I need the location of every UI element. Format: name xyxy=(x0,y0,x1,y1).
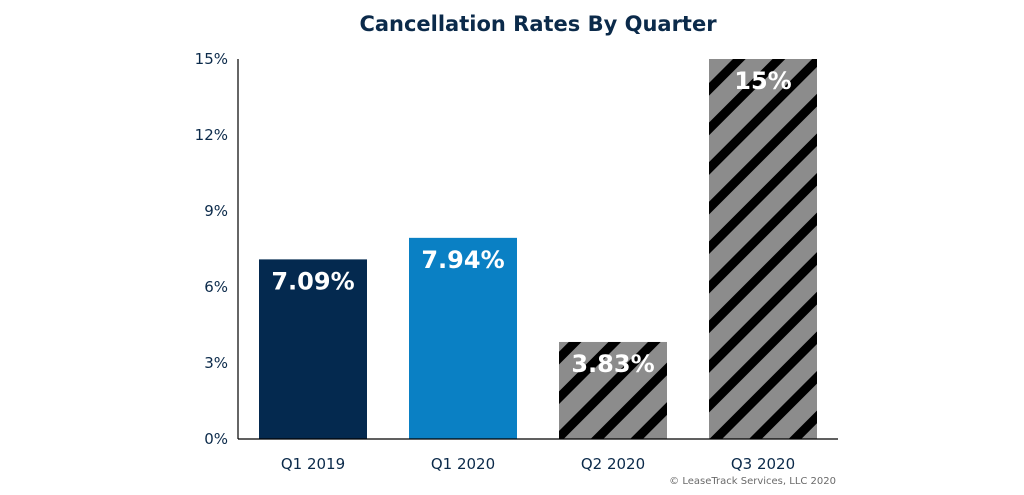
bar xyxy=(709,59,817,439)
y-tick-label: 15% xyxy=(195,50,228,68)
bar-value-label: 3.83% xyxy=(571,350,654,378)
y-tick-label: 3% xyxy=(204,354,228,372)
x-category-label: Q1 2020 xyxy=(431,455,495,473)
x-category-label: Q2 2020 xyxy=(581,455,645,473)
bar xyxy=(409,237,517,439)
bar xyxy=(559,341,667,439)
x-category-label: Q1 2019 xyxy=(281,455,345,473)
y-tick-label: 9% xyxy=(204,202,228,220)
y-tick-label: 6% xyxy=(204,278,228,296)
y-axis: 0% 3% 6% 9% 12% 15% xyxy=(195,50,239,448)
bar-value-label: 15% xyxy=(734,67,791,95)
chart-title: Cancellation Rates By Quarter xyxy=(359,12,717,36)
x-axis: Q1 2019 Q1 2020 Q2 2020 Q3 2020 xyxy=(238,438,838,473)
bar xyxy=(259,259,367,439)
y-tick-label: 12% xyxy=(195,126,228,144)
x-category-label: Q3 2020 xyxy=(731,455,795,473)
bar-value-label: 7.94% xyxy=(421,246,504,274)
bar-value-label: 7.09% xyxy=(271,267,354,295)
bar-series: 7.09% 7.94% 3.83% 15% xyxy=(259,59,817,439)
copyright-credit: © LeaseTrack Services, LLC 2020 xyxy=(669,476,836,487)
y-tick-label: 0% xyxy=(204,430,228,448)
